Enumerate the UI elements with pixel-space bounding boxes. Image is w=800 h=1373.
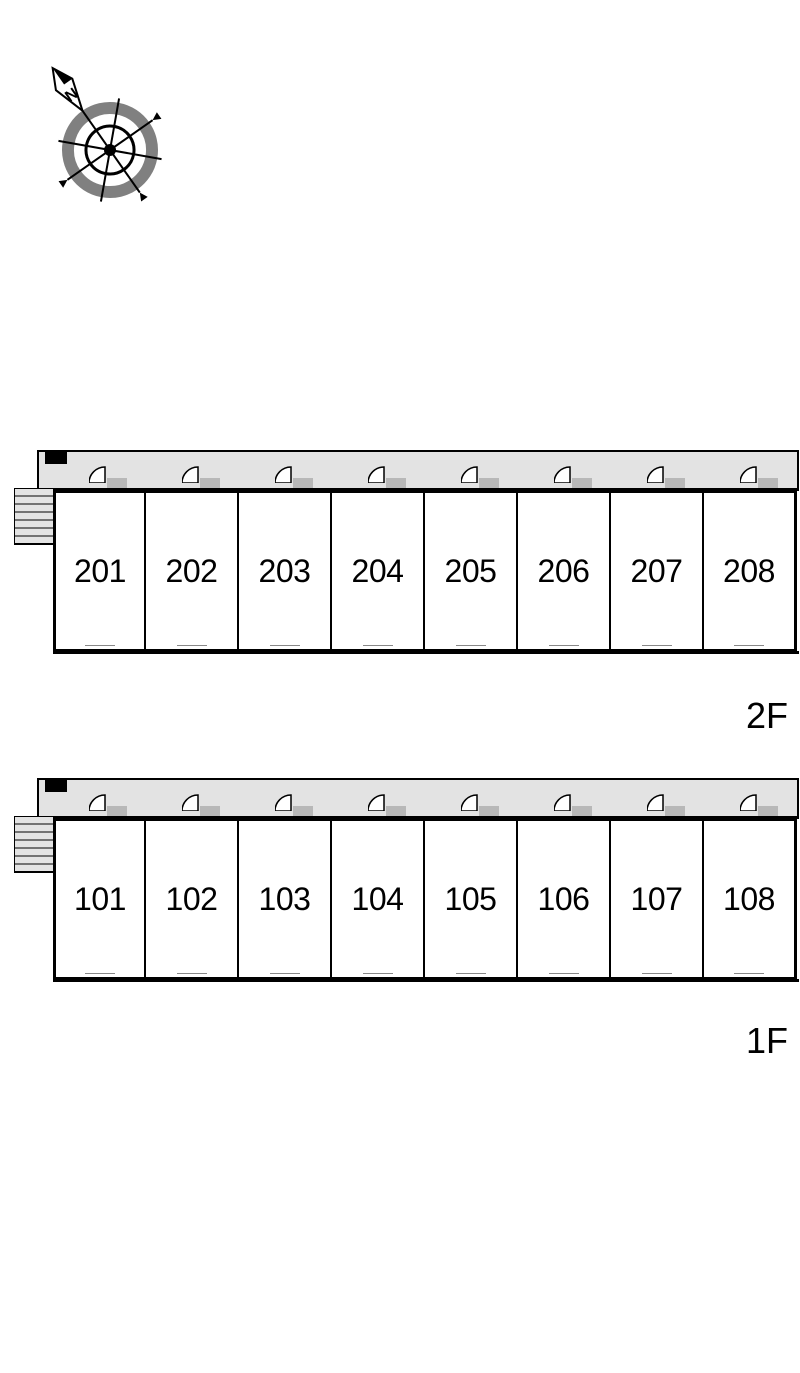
door-marker <box>461 463 499 488</box>
pillar <box>45 778 67 792</box>
corridor-2f <box>37 450 799 488</box>
stairs-1f <box>14 816 54 876</box>
floor-2-block: 201 202 203 204 205 206 207 208 <box>15 450 799 654</box>
unit-105: 105 <box>425 819 518 979</box>
window-mark <box>177 645 207 650</box>
door-marker <box>461 791 499 816</box>
door-marker <box>89 791 127 816</box>
unit-label: 105 <box>445 881 497 918</box>
window-mark <box>363 645 393 650</box>
window-mark <box>642 645 672 650</box>
unit-label: 101 <box>74 881 126 918</box>
unit-108: 108 <box>704 819 797 979</box>
door-marker <box>182 791 220 816</box>
unit-107: 107 <box>611 819 704 979</box>
unit-label: 106 <box>538 881 590 918</box>
unit-label: 104 <box>352 881 404 918</box>
window-mark <box>456 973 486 978</box>
door-marker <box>554 463 592 488</box>
unit-label: 102 <box>166 881 218 918</box>
door-marker <box>182 463 220 488</box>
unit-207: 207 <box>611 491 704 651</box>
window-mark <box>85 645 115 650</box>
pillar <box>45 450 67 464</box>
unit-label: 108 <box>723 881 775 918</box>
unit-208: 208 <box>704 491 797 651</box>
unit-106: 106 <box>518 819 611 979</box>
unit-label: 103 <box>259 881 311 918</box>
window-mark <box>270 645 300 650</box>
unit-204: 204 <box>332 491 425 651</box>
floor-label-2f: 2F <box>746 695 788 737</box>
compass-rose: N <box>35 30 195 225</box>
window-mark <box>363 973 393 978</box>
unit-104: 104 <box>332 819 425 979</box>
stairs-2f <box>14 488 54 548</box>
window-mark <box>734 645 764 650</box>
unit-103: 103 <box>239 819 332 979</box>
unit-102: 102 <box>146 819 239 979</box>
window-mark <box>549 973 579 978</box>
window-mark <box>642 973 672 978</box>
units-row-1f: 101 102 103 104 105 106 107 108 <box>53 816 799 982</box>
unit-label: 205 <box>445 553 497 590</box>
window-mark <box>177 973 207 978</box>
floor-label-1f: 1F <box>746 1020 788 1062</box>
units-row-2f: 201 202 203 204 205 206 207 208 <box>53 488 799 654</box>
unit-label: 202 <box>166 553 218 590</box>
unit-label: 203 <box>259 553 311 590</box>
unit-206: 206 <box>518 491 611 651</box>
door-marker <box>647 791 685 816</box>
door-marker <box>89 463 127 488</box>
unit-label: 107 <box>631 881 683 918</box>
unit-203: 203 <box>239 491 332 651</box>
door-marker <box>647 463 685 488</box>
door-marker <box>368 791 406 816</box>
floor-1-block: 101 102 103 104 105 106 107 108 <box>15 778 799 982</box>
door-marker <box>554 791 592 816</box>
window-mark <box>270 973 300 978</box>
unit-201: 201 <box>53 491 146 651</box>
window-mark <box>85 973 115 978</box>
door-marker <box>368 463 406 488</box>
door-marker <box>740 791 778 816</box>
unit-label: 204 <box>352 553 404 590</box>
window-mark <box>456 645 486 650</box>
door-marker <box>740 463 778 488</box>
door-marker <box>275 463 313 488</box>
unit-205: 205 <box>425 491 518 651</box>
unit-101: 101 <box>53 819 146 979</box>
unit-202: 202 <box>146 491 239 651</box>
unit-label: 201 <box>74 553 126 590</box>
window-mark <box>734 973 764 978</box>
door-marker <box>275 791 313 816</box>
corridor-1f <box>37 778 799 816</box>
unit-label: 208 <box>723 553 775 590</box>
window-mark <box>549 645 579 650</box>
unit-label: 206 <box>538 553 590 590</box>
unit-label: 207 <box>631 553 683 590</box>
